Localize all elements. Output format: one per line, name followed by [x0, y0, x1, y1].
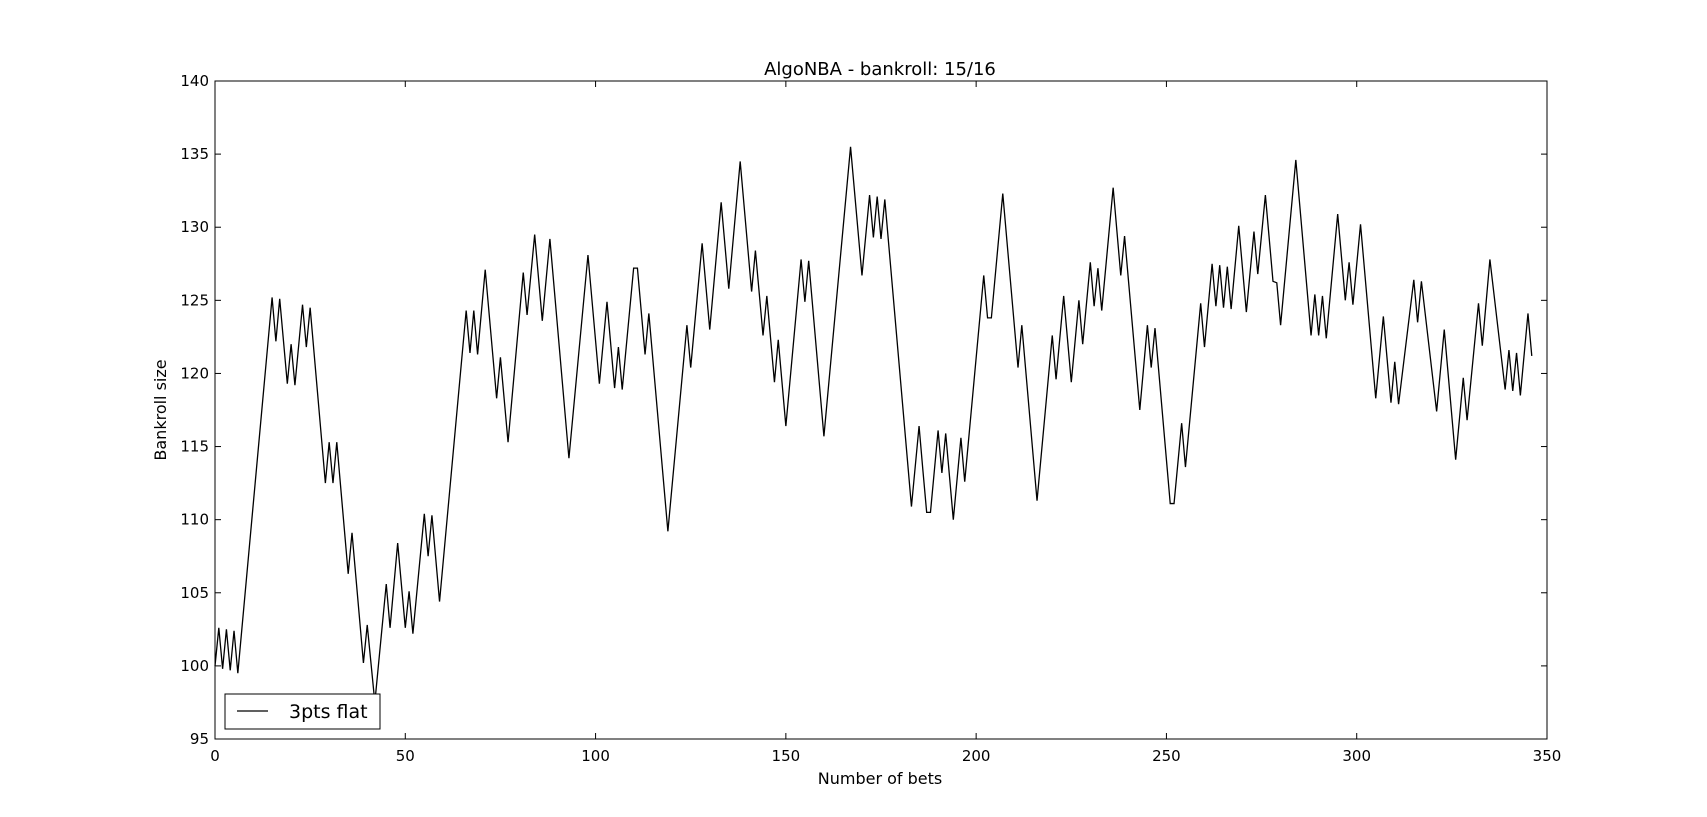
- y-tick-label: 110: [180, 511, 209, 529]
- y-axis-label: Bankroll size: [151, 359, 170, 460]
- y-tick-label: 95: [190, 730, 209, 748]
- y-axis: 95 100 105 110 115 120 125 130 135 140: [180, 72, 1547, 748]
- x-tick-label: 100: [581, 747, 610, 765]
- x-axis-label: Number of bets: [818, 769, 942, 788]
- y-tick-label: 125: [180, 291, 209, 309]
- x-tick-label: 250: [1152, 747, 1181, 765]
- y-tick-label: 105: [180, 584, 209, 602]
- y-tick-label: 140: [180, 72, 209, 90]
- y-tick-label: 130: [180, 218, 209, 236]
- legend: 3pts flat: [224, 693, 381, 730]
- x-tick-label: 300: [1342, 747, 1371, 765]
- x-tick-label: 50: [396, 747, 415, 765]
- y-tick-label: 135: [180, 145, 209, 163]
- series-line: [214, 146, 1533, 703]
- x-tick-label: 200: [962, 747, 991, 765]
- y-tick-label: 100: [180, 657, 209, 675]
- x-tick-label: 150: [772, 747, 801, 765]
- x-tick-label: 0: [210, 747, 220, 765]
- plot-area-frame: [214, 80, 1548, 740]
- legend-entry-3pts-flat: 3pts flat: [289, 701, 368, 723]
- y-tick-label: 120: [180, 364, 209, 382]
- chart-title: AlgoNBA - bankroll: 15/16: [764, 59, 996, 80]
- series-3pts-flat: [214, 146, 1533, 703]
- x-tick-label: 350: [1533, 747, 1562, 765]
- x-axis: 0 50 100 150 200 250 300 350: [210, 81, 1561, 765]
- y-tick-label: 115: [180, 438, 209, 456]
